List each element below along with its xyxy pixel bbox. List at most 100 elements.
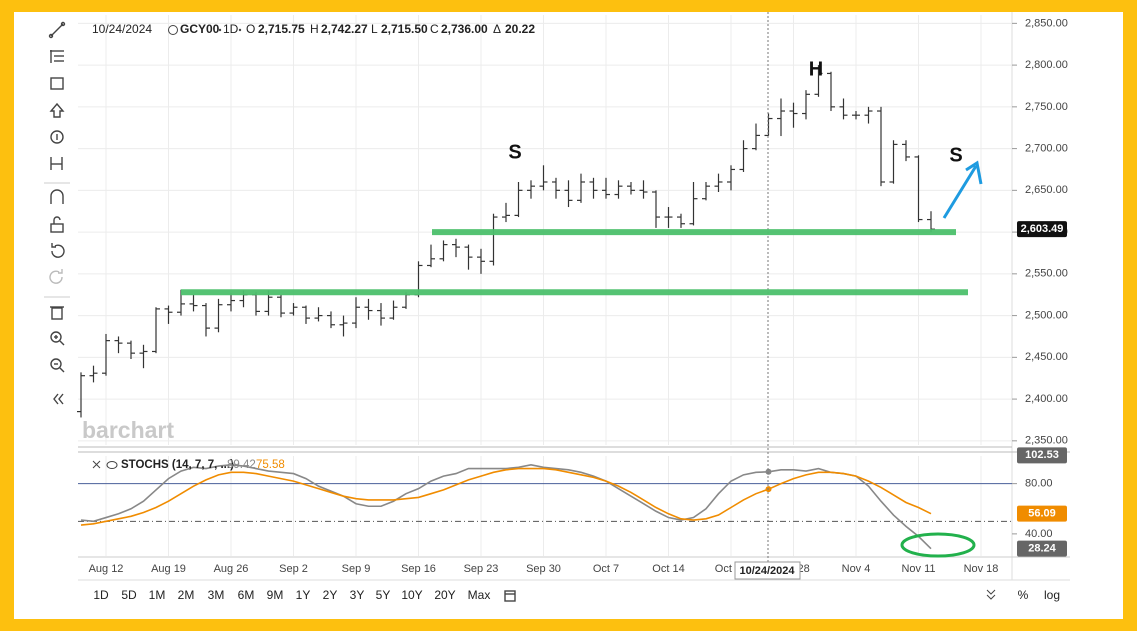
- crosshair-dot: [765, 468, 772, 475]
- stoch-line: [80, 467, 932, 526]
- arrow-tool[interactable]: [49, 102, 65, 118]
- header-field-value: 20.22: [505, 22, 535, 36]
- price-badge-label: 56.09: [1028, 508, 1056, 520]
- header-field-value: 2,736.00: [441, 22, 488, 36]
- measure-tool[interactable]: [50, 157, 63, 170]
- range-button[interactable]: 5D: [121, 588, 137, 602]
- range-button[interactable]: Max: [468, 588, 491, 602]
- range-button[interactable]: 20Y: [434, 588, 455, 602]
- header-field-value: 2,715.50: [381, 22, 428, 36]
- x-tick-label: Sep 16: [401, 563, 436, 575]
- separator-dot: [238, 28, 242, 32]
- header-field-label: Δ: [493, 22, 501, 36]
- header-field-label: C: [430, 22, 439, 36]
- range-button[interactable]: 5Y: [376, 588, 391, 602]
- y-tick-label: 2,400.00: [1025, 393, 1068, 405]
- header-date: 10/24/2024: [92, 22, 152, 36]
- y-tick-label: 2,350.00: [1025, 435, 1068, 447]
- indicator-value: 75.58: [256, 459, 285, 471]
- pattern-label: H: [809, 58, 823, 80]
- toggle-indicator[interactable]: [106, 461, 118, 469]
- range-button[interactable]: 10Y: [401, 588, 422, 602]
- y-tick-label: 40.00: [1025, 528, 1053, 540]
- price-badge: [1017, 447, 1067, 464]
- overlay: 2,603.49 102.53 56.09 28.24 S H S: [181, 58, 1067, 558]
- range-button[interactable]: 2Y: [323, 588, 338, 602]
- x-tick-label: Nov 18: [964, 563, 999, 575]
- range-button[interactable]: 3M: [208, 588, 225, 602]
- fib-tool[interactable]: [50, 50, 64, 63]
- y-tick-label: 2,450.00: [1025, 351, 1068, 363]
- annotation-tool[interactable]: [50, 130, 64, 144]
- x-tick-label: Aug 26: [214, 563, 249, 575]
- magnet-tool[interactable]: [50, 189, 64, 204]
- header-interval: 1D: [223, 22, 239, 36]
- arrow: [942, 160, 983, 219]
- price-badge-label: 102.53: [1025, 449, 1059, 461]
- pattern-label: S: [949, 144, 962, 166]
- x-tick-label: Aug 12: [89, 563, 124, 575]
- range-button[interactable]: 2M: [178, 588, 195, 602]
- close-indicator[interactable]: [92, 460, 101, 469]
- zoom-out-tool[interactable]: [50, 358, 65, 373]
- symbol-icon: [168, 25, 178, 35]
- y-tick-label: 2,700.00: [1025, 142, 1068, 154]
- stoch-line: [80, 463, 932, 550]
- range-button[interactable]: 1Y: [296, 588, 311, 602]
- pattern-label: S: [508, 141, 521, 163]
- range-button[interactable]: 9M: [267, 588, 284, 602]
- x-tick-label: Sep 9: [342, 563, 371, 575]
- price-badge: [1017, 221, 1067, 238]
- indicator-title: STOCHS (14, 7, 7, ...): [121, 459, 234, 471]
- y-tick-label: 2,800.00: [1025, 59, 1068, 71]
- indicator-value: 89.42: [227, 459, 256, 471]
- x-tick-label: Oct 14: [652, 563, 684, 575]
- y-tick-label: 2,750.00: [1025, 101, 1068, 113]
- y-tick-label: 2,550.00: [1025, 268, 1068, 280]
- x-tick-label: Sep 2: [279, 563, 308, 575]
- x-tick-label: Oct 7: [593, 563, 619, 575]
- undo-tool[interactable]: [51, 243, 65, 258]
- crosshair-date: 10/24/2024: [739, 565, 795, 577]
- x-tick-label: Nov 11: [901, 563, 935, 575]
- watermark: barchart: [82, 417, 174, 443]
- highlight-ellipse: [900, 532, 976, 558]
- calendar-button[interactable]: [504, 590, 516, 602]
- range-button[interactable]: 3Y: [350, 588, 365, 602]
- zoom-in-tool[interactable]: [50, 331, 65, 346]
- left-toolbar: [44, 21, 70, 405]
- y-tick-label: 2,850.00: [1025, 17, 1068, 29]
- header-field-value: 2,742.27: [321, 22, 368, 36]
- y-tick-label: 80.00: [1025, 478, 1053, 490]
- header-field-label: L: [371, 22, 378, 36]
- separator-dot: [218, 28, 222, 32]
- header-symbol: GCY00: [180, 22, 220, 36]
- price-badge-label: 28.24: [1028, 543, 1056, 555]
- redo-tool[interactable]: [49, 269, 63, 284]
- marks: [77, 65, 935, 550]
- x-tick-label: Sep 30: [526, 563, 561, 575]
- price-badge: [1017, 540, 1067, 557]
- trend-line-tool[interactable]: [48, 21, 66, 39]
- range-button[interactable]: 6M: [238, 588, 255, 602]
- header-field-label: O: [246, 22, 255, 36]
- range-button[interactable]: 1M: [149, 588, 166, 602]
- header-field-value: 2,715.75: [258, 22, 305, 36]
- lock-tool[interactable]: [50, 216, 64, 233]
- shape-tool[interactable]: [50, 77, 64, 90]
- option-button[interactable]: log: [1044, 588, 1060, 602]
- price-badge-label: 2,603.49: [1021, 223, 1064, 235]
- expand-button[interactable]: [986, 589, 996, 600]
- y-tick-label: 2,500.00: [1025, 309, 1068, 321]
- crosshair-date-box: [734, 561, 801, 580]
- option-button[interactable]: %: [1018, 588, 1029, 602]
- x-tick-label: Sep 23: [464, 563, 499, 575]
- price-badge: [1017, 505, 1067, 522]
- x-tick-label: Aug 19: [151, 563, 186, 575]
- collapse-toolbar[interactable]: [53, 393, 64, 405]
- delete-tool[interactable]: [50, 306, 64, 320]
- x-tick-label: Nov 4: [842, 563, 871, 575]
- range-button[interactable]: 1D: [93, 588, 109, 602]
